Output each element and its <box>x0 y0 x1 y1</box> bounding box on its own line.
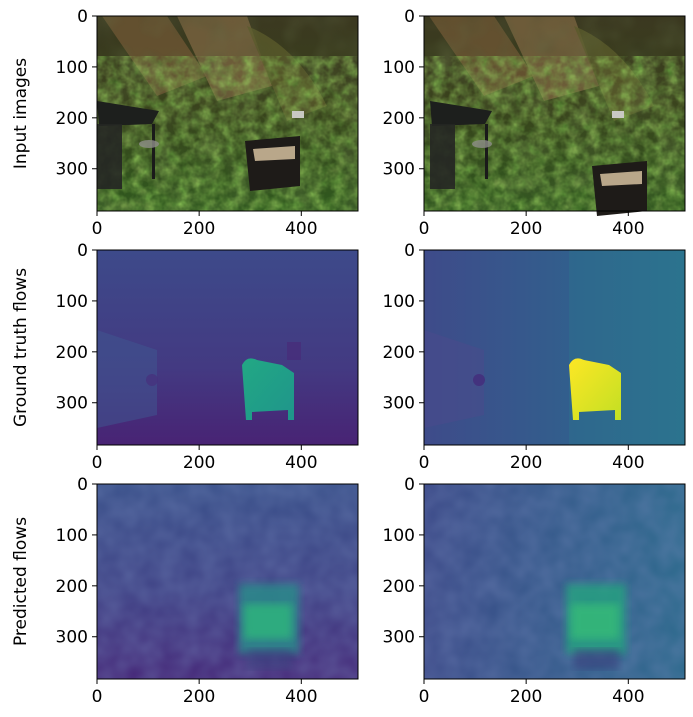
chair-flow-small <box>146 374 158 386</box>
foliage <box>97 56 358 211</box>
x-tick-label: 400 <box>285 219 317 239</box>
armchair <box>592 161 647 216</box>
axes-frame <box>423 483 686 680</box>
row-label: Input images <box>11 58 31 169</box>
y-tick-label: 100 <box>383 526 415 546</box>
row-label: Predicted flows <box>11 517 31 646</box>
x-tick-label: 200 <box>183 219 215 239</box>
y-tick-label: 0 <box>77 241 88 261</box>
table-top <box>97 101 159 126</box>
y-tick-label: 200 <box>383 343 415 363</box>
flow-noise <box>97 484 358 679</box>
x-tick-label: 200 <box>510 687 542 707</box>
shadow-flow <box>574 649 619 669</box>
table-flow <box>97 330 157 428</box>
panel-r0-c1: 0 200 400 0 100 200 300 <box>383 7 686 239</box>
y-tick-label: 0 <box>404 475 415 495</box>
table-leg <box>485 124 488 179</box>
y-tick-label: 0 <box>404 241 415 261</box>
table-cabinet <box>97 124 122 189</box>
y-tick-label: 300 <box>383 160 415 180</box>
y-tick-label: 200 <box>383 109 415 129</box>
x-tick-label: 0 <box>92 687 103 707</box>
table-top <box>430 101 492 126</box>
y-tick-label: 0 <box>77 475 88 495</box>
chair-flow-small <box>473 374 485 386</box>
axes-frame <box>423 15 686 212</box>
axes-frame <box>96 483 359 680</box>
y-tick-label: 200 <box>56 343 88 363</box>
x-tick-label: 200 <box>510 453 542 473</box>
x-tick-label: 400 <box>612 687 644 707</box>
y-tick-label: 100 <box>56 58 88 78</box>
shadow-flow <box>247 649 292 669</box>
panel-r0-c0: 0 200 400 0 100 200 300 Input images <box>11 7 359 239</box>
lamp <box>292 111 304 118</box>
armchair-flow-core <box>571 604 619 639</box>
y-tick-label: 100 <box>56 292 88 312</box>
lamp <box>612 111 624 118</box>
x-tick-label: 200 <box>510 219 542 239</box>
x-tick-label: 0 <box>92 453 103 473</box>
panel-r1-c0: 0 200 400 0 100 200 300 Ground truth flows <box>11 241 359 473</box>
x-tick-label: 0 <box>419 687 430 707</box>
flow-noise <box>424 484 685 679</box>
row-label: Ground truth flows <box>11 268 31 427</box>
x-tick-label: 0 <box>419 219 430 239</box>
y-tick-label: 100 <box>56 526 88 546</box>
armchair <box>245 136 300 191</box>
lamp-flow <box>287 342 301 360</box>
panel-r2-c0: 0 200 400 0 100 200 300 Predicted flows <box>11 475 359 707</box>
table-cabinet <box>430 124 455 189</box>
armchair-cushion <box>600 171 642 186</box>
x-tick-label: 200 <box>183 453 215 473</box>
axes-frame <box>96 249 359 446</box>
table-leg <box>152 124 155 179</box>
y-tick-label: 100 <box>383 292 415 312</box>
x-tick-label: 0 <box>92 219 103 239</box>
x-tick-label: 0 <box>419 453 430 473</box>
axes-frame <box>423 249 686 446</box>
chair-seat-small <box>139 140 159 148</box>
armchair-flow <box>569 358 621 420</box>
y-tick-label: 0 <box>77 7 88 27</box>
panel-r2-c1: 0 200 400 0 100 200 300 <box>383 475 686 707</box>
table-flow <box>424 330 484 428</box>
y-tick-label: 300 <box>383 628 415 648</box>
armchair-flow-core <box>244 604 292 639</box>
y-tick-label: 0 <box>404 7 415 27</box>
y-tick-label: 300 <box>56 628 88 648</box>
chair-seat-small <box>472 140 492 148</box>
y-tick-label: 200 <box>56 109 88 129</box>
y-tick-label: 300 <box>56 394 88 414</box>
y-tick-label: 100 <box>383 58 415 78</box>
y-tick-label: 300 <box>383 394 415 414</box>
panel-r1-c1: 0 200 400 0 100 200 300 <box>383 241 686 473</box>
x-tick-label: 400 <box>285 453 317 473</box>
armchair-flow <box>242 358 294 420</box>
y-tick-label: 200 <box>383 577 415 597</box>
x-tick-label: 400 <box>285 687 317 707</box>
flow-region <box>569 250 685 445</box>
x-tick-label: 400 <box>612 453 644 473</box>
x-tick-label: 400 <box>612 219 644 239</box>
axes-frame <box>96 15 359 212</box>
panels: 0 200 400 0 100 200 300 Input images 0 200 400 0 100… <box>11 7 686 707</box>
armchair-cushion <box>253 146 295 161</box>
y-tick-label: 300 <box>56 160 88 180</box>
x-tick-label: 200 <box>183 687 215 707</box>
y-tick-label: 200 <box>56 577 88 597</box>
